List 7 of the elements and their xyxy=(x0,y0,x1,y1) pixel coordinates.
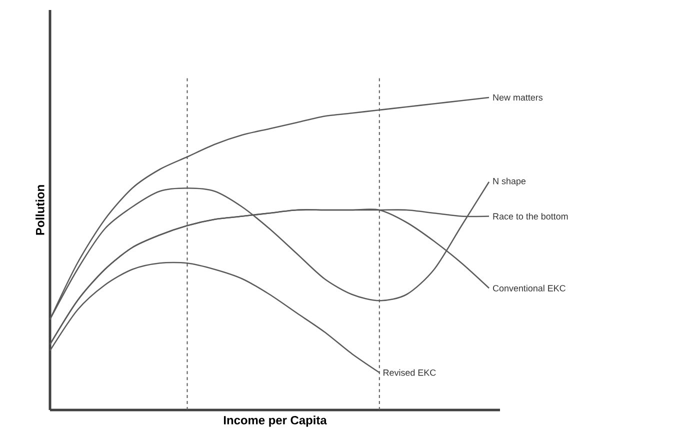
y-axis-title: Pollution xyxy=(36,185,44,235)
x-axis-title: Income per Capita xyxy=(224,416,327,427)
series-label: New matters xyxy=(493,94,543,101)
series-label: Conventional EKC xyxy=(493,284,566,292)
series-label: Race to the bottom xyxy=(493,212,568,220)
series-label: Revised EKC xyxy=(384,369,436,376)
series-label: N shape xyxy=(493,178,526,186)
